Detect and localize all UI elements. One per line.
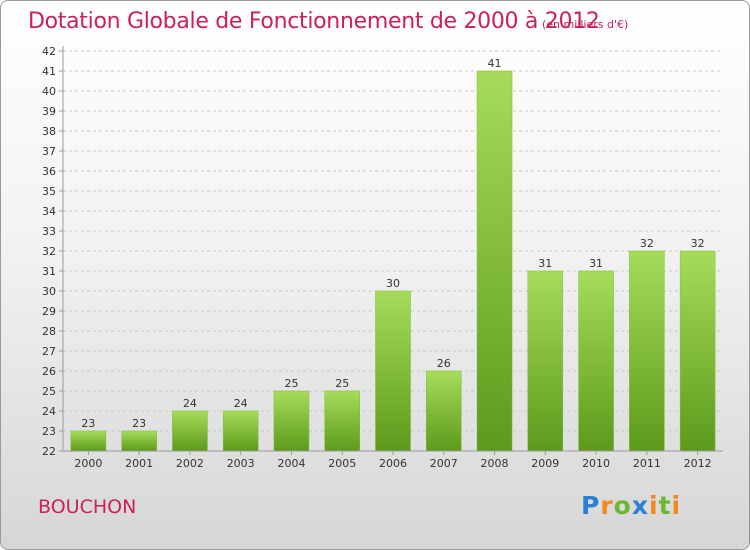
x-tick-label: 2004 (277, 457, 305, 470)
bar (679, 250, 716, 452)
bar-value-label: 32 (640, 237, 654, 250)
x-tick-label: 2008 (481, 457, 509, 470)
x-tick-label: 2006 (379, 457, 407, 470)
y-tick-label: 22 (42, 445, 56, 458)
y-tick-label: 32 (42, 245, 56, 258)
y-tick-label: 34 (42, 205, 56, 218)
y-tick-label: 37 (42, 145, 56, 158)
y-tick-label: 33 (42, 225, 56, 238)
logo-letter: o (613, 491, 632, 520)
y-tick-label: 28 (42, 325, 56, 338)
bar-value-label: 24 (234, 397, 248, 410)
bar-value-label: 41 (488, 57, 502, 70)
bar-value-label: 30 (386, 277, 400, 290)
x-tick-label: 2000 (74, 457, 102, 470)
y-tick-label: 25 (42, 385, 56, 398)
y-tick-label: 42 (42, 45, 56, 58)
bar-value-label: 31 (589, 257, 603, 270)
y-tick-label: 30 (42, 285, 56, 298)
proxiti-logo: Proxiti (581, 491, 681, 520)
bar-value-label: 25 (284, 377, 298, 390)
x-tick-label: 2007 (430, 457, 458, 470)
x-tick-label: 2002 (176, 457, 204, 470)
y-tick-label: 31 (42, 265, 56, 278)
bar (578, 270, 614, 452)
logo-letter: t (658, 491, 672, 520)
bar-value-label: 32 (691, 237, 705, 250)
y-tick-label: 39 (42, 105, 56, 118)
logo-letter: r (600, 491, 614, 520)
logo-letter: x (631, 491, 649, 520)
y-tick-label: 35 (42, 185, 56, 198)
bar-value-label: 26 (437, 357, 451, 370)
x-tick-label: 2005 (328, 457, 356, 470)
x-tick-label: 2001 (125, 457, 153, 470)
bar-value-label: 23 (132, 417, 146, 430)
bar (629, 250, 665, 452)
chart-title: Dotation Globale de Fonctionnement de 20… (28, 9, 600, 34)
bar (426, 370, 462, 452)
bars (70, 70, 716, 452)
y-tick-label: 29 (42, 305, 56, 318)
y-tick-label: 27 (42, 345, 56, 358)
bar-value-label: 25 (335, 377, 349, 390)
logo-letter: i (649, 491, 659, 520)
logo-letter: i (671, 491, 682, 520)
logo-letter: P (581, 491, 601, 520)
bar-value-label: 23 (81, 417, 95, 430)
bar-value-label: 24 (183, 397, 197, 410)
bar (70, 430, 107, 452)
labels: 22 23 24 25 26 27 28 29 30 31 32 33 34 35 36 37 38 39 40 41… (42, 45, 712, 470)
y-tick-label: 26 (42, 365, 56, 378)
bar (476, 70, 513, 452)
bar (172, 410, 208, 452)
x-tick-label: 2011 (633, 457, 661, 470)
bar (527, 270, 564, 452)
y-tick-label: 41 (42, 65, 56, 78)
bar (121, 430, 157, 452)
bar (375, 290, 411, 452)
bar (273, 390, 310, 452)
y-tick-label: 23 (42, 425, 56, 438)
commune-name: BOUCHON (38, 496, 137, 518)
x-tick-label: 2003 (227, 457, 255, 470)
chart-subtitle: (en milliers d'€) (542, 18, 629, 31)
bar (324, 390, 360, 452)
y-tick-label: 40 (42, 85, 56, 98)
x-tick-label: 2009 (531, 457, 559, 470)
axes (59, 46, 723, 455)
y-tick-label: 38 (42, 125, 56, 138)
bar-value-label: 31 (538, 257, 552, 270)
x-tick-label: 2010 (582, 457, 610, 470)
y-tick-label: 36 (42, 165, 56, 178)
x-tick-label: 2012 (684, 457, 712, 470)
y-tick-label: 24 (42, 405, 56, 418)
bar (222, 410, 259, 452)
